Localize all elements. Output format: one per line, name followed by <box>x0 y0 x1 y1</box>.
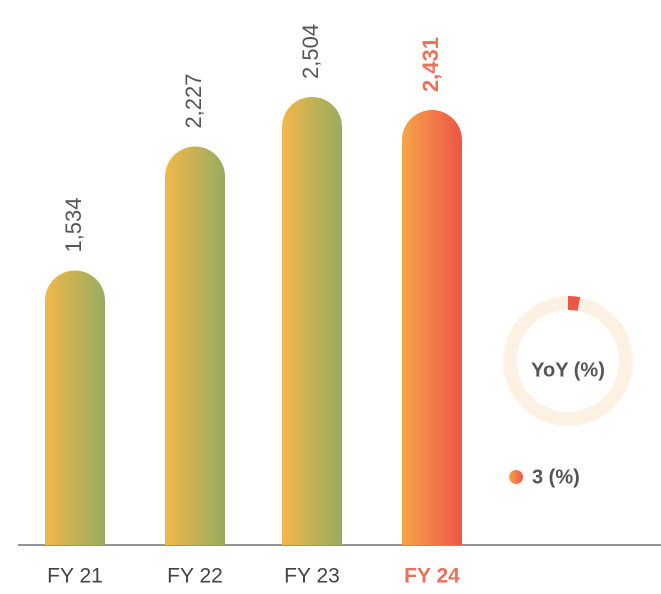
bar <box>402 110 462 546</box>
value-label: 2,431 <box>418 37 443 92</box>
x-tick-label: FY 21 <box>47 565 103 588</box>
donut-arc <box>503 296 633 426</box>
value-label: 1,534 <box>61 197 86 252</box>
legend-dot <box>509 470 523 484</box>
legend-label: 3 (%) <box>532 466 580 488</box>
x-tick-label: FY 24 <box>404 565 460 588</box>
value-label: 2,227 <box>181 73 206 128</box>
x-tick-label: FY 23 <box>284 565 340 588</box>
donut-label: YoY (%) <box>531 359 605 381</box>
bar <box>45 270 105 545</box>
x-tick-label: FY 22 <box>167 565 223 588</box>
bar <box>165 146 226 545</box>
bar <box>282 97 342 545</box>
value-label: 2,504 <box>298 24 323 79</box>
